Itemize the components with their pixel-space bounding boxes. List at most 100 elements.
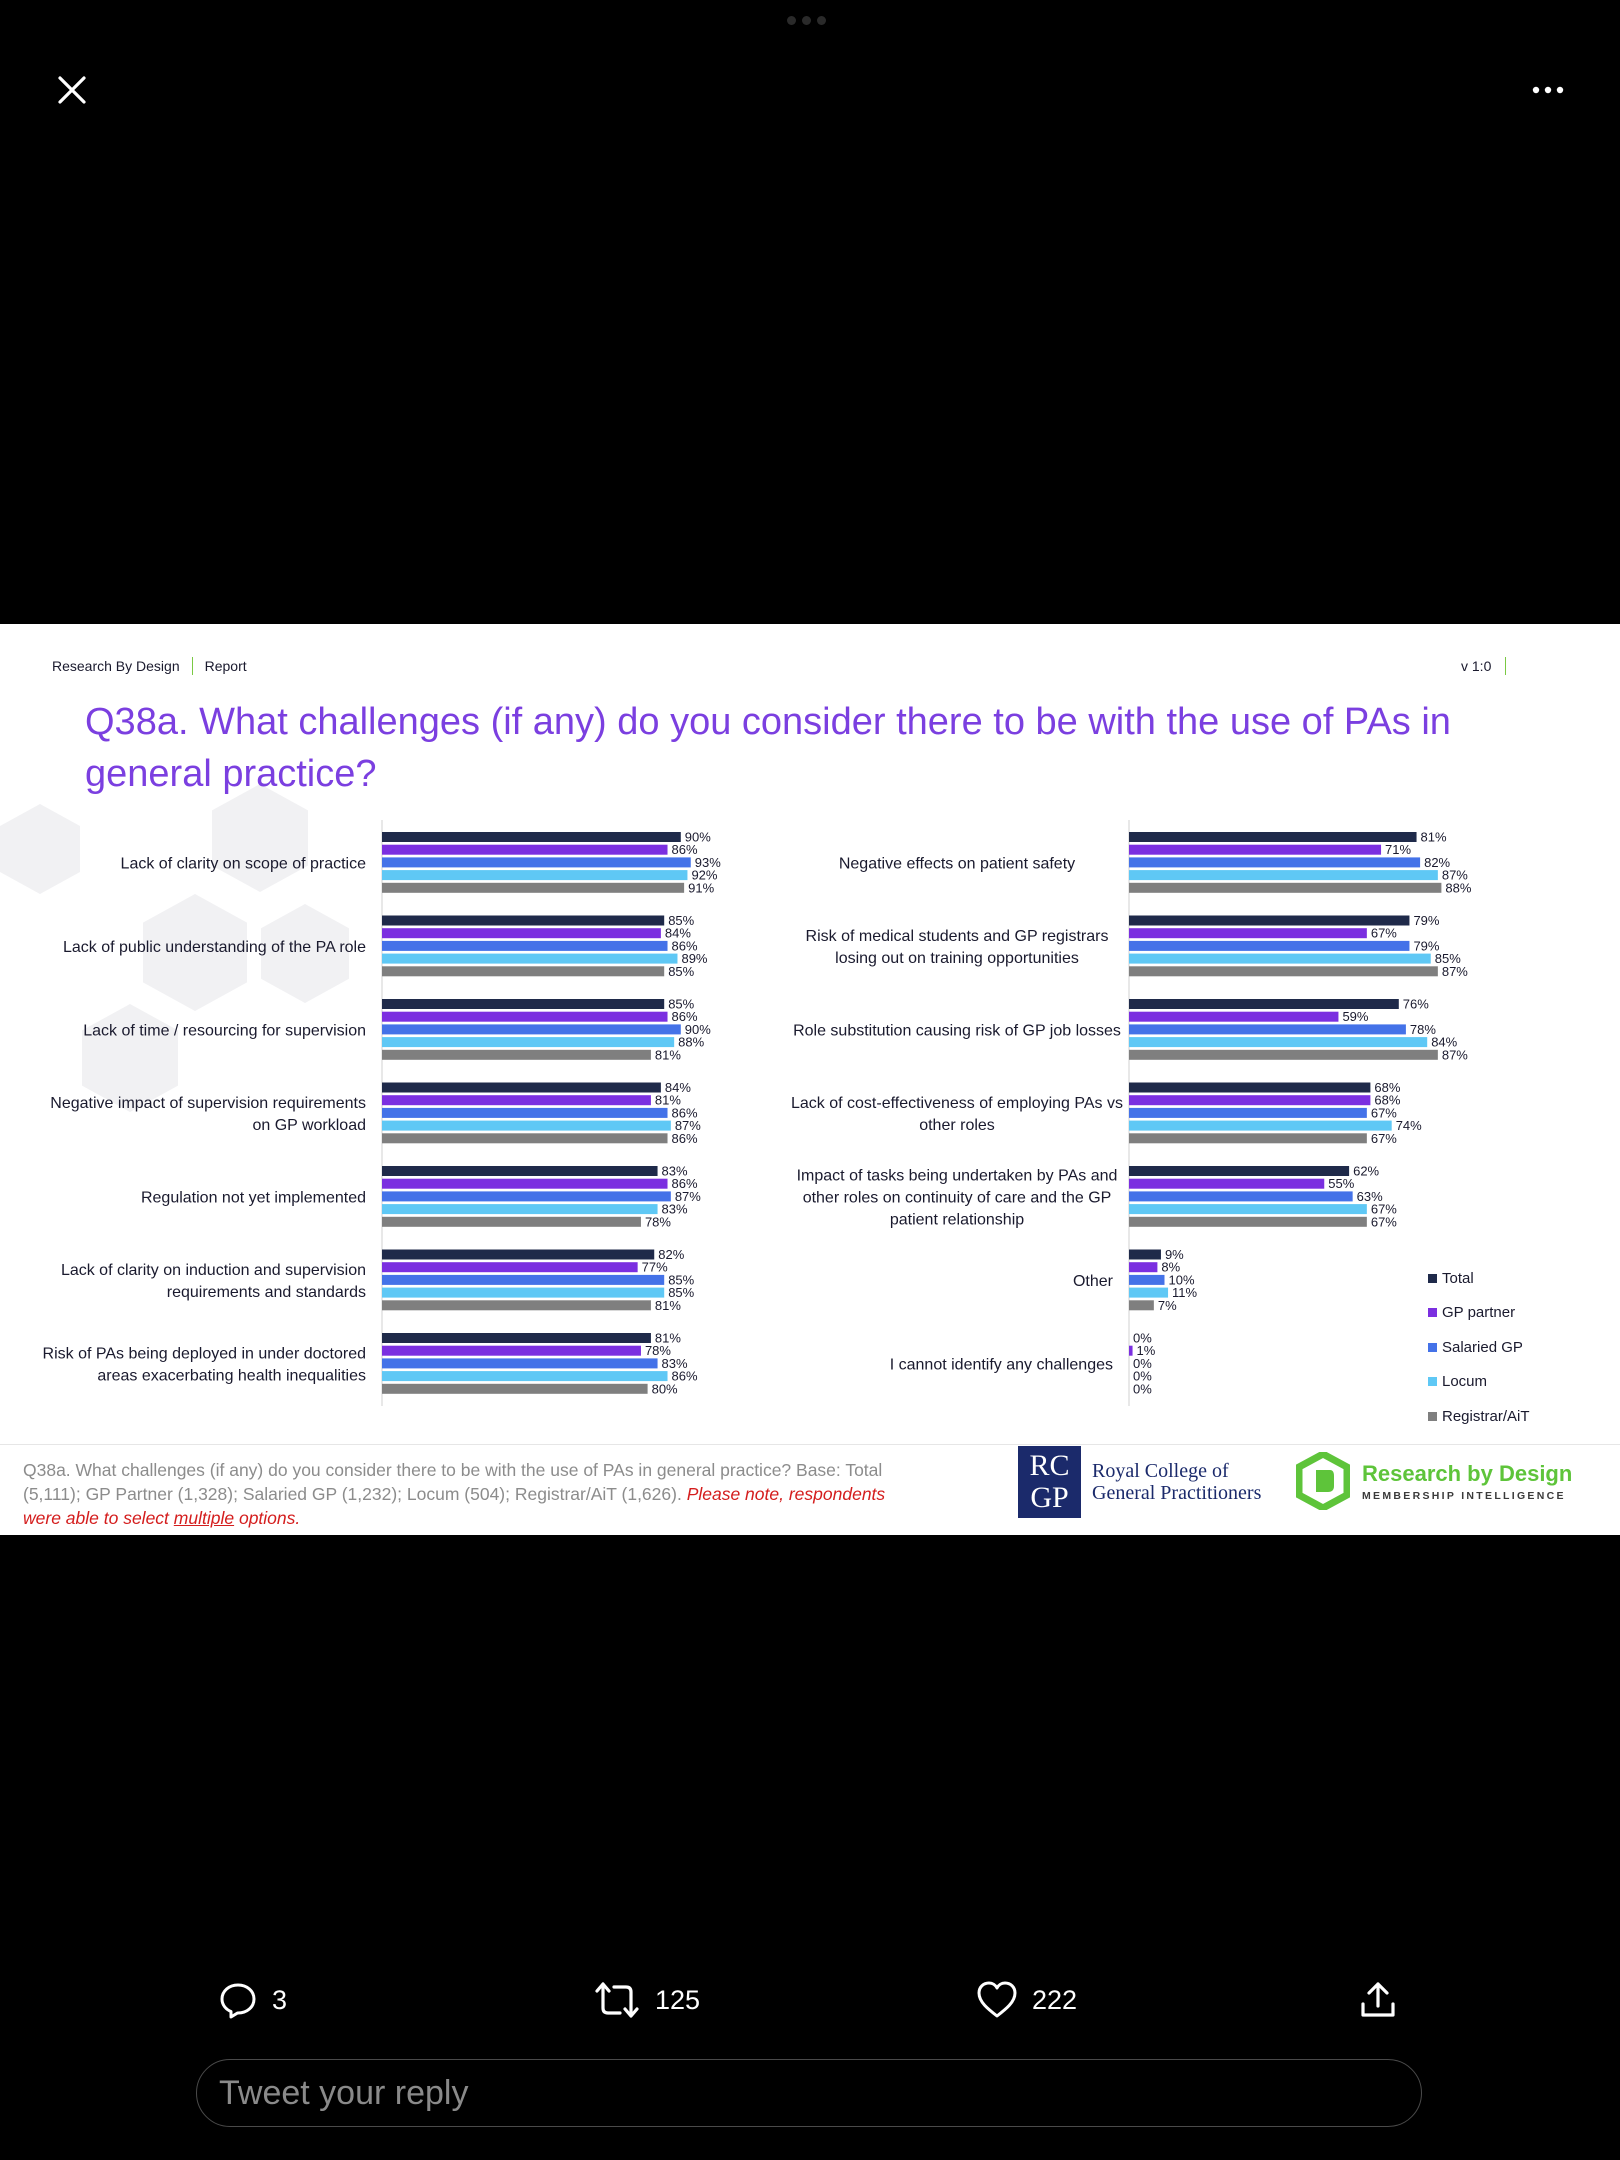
bar-p1-c7-s4 — [382, 1371, 668, 1382]
category-label-p1-c4: on GP workload — [252, 1117, 366, 1134]
legend-swatch-locum — [1428, 1377, 1437, 1387]
rcgp-text-line-1: Royal College of — [1092, 1460, 1229, 1482]
category-label-p1-c7: areas exacerbating health inequalities — [97, 1367, 366, 1384]
data-label-p1-c4-s3: 86% — [672, 1105, 698, 1120]
bar-p1-c5-s5 — [382, 1216, 641, 1227]
bar-p2-c6-s2 — [1129, 1262, 1158, 1273]
rcgp-text-line-2: General Practitioners — [1092, 1482, 1262, 1504]
rcgp-letters-bottom: GP — [1030, 1481, 1069, 1514]
data-label-p1-c2-s1: 85% — [668, 913, 694, 928]
bar-p1-c2-s4 — [382, 953, 678, 964]
data-label-p2-c3-s2: 59% — [1342, 1009, 1368, 1024]
data-label-p1-c7-s3: 83% — [662, 1356, 688, 1371]
bar-p2-c5-s4 — [1129, 1204, 1367, 1215]
data-label-p1-c1-s1: 90% — [685, 830, 711, 845]
legend-item-gp-partner: GP partner — [1428, 1296, 1530, 1331]
rcgp-logo-text: Royal College of General Practitioners — [1092, 1460, 1261, 1504]
data-label-p1-c3-s5: 81% — [655, 1047, 681, 1062]
bar-p2-c1-s1 — [1129, 832, 1417, 842]
data-label-p2-c6-s5: 7% — [1158, 1298, 1177, 1313]
bar-p2-c4-s4 — [1129, 1120, 1392, 1131]
data-label-p2-c5-s1: 62% — [1353, 1164, 1379, 1179]
category-label-p1-c6: requirements and standards — [167, 1284, 366, 1301]
data-label-p2-c6-s2: 8% — [1161, 1260, 1180, 1275]
like-count: 222 — [1032, 1984, 1078, 2015]
data-label-p2-c1-s1: 81% — [1421, 830, 1447, 845]
legend-swatch-salaried-gp — [1428, 1342, 1437, 1352]
bar-p2-c2-s3 — [1129, 940, 1410, 951]
bar-p1-c6-s4 — [382, 1287, 665, 1298]
legend-swatch-gp-partner — [1428, 1308, 1437, 1318]
category-label-p2-c4: other roles — [919, 1117, 995, 1134]
bar-p2-c5-s2 — [1129, 1178, 1325, 1189]
legend-item-total: Total — [1428, 1261, 1530, 1296]
retweet-button[interactable]: 125 — [593, 1970, 700, 2030]
bar-p1-c4-s4 — [382, 1120, 671, 1131]
bar-p1-c1-s2 — [382, 844, 668, 855]
bar-p1-c3-s4 — [382, 1037, 675, 1048]
more-options-button[interactable] — [1526, 68, 1570, 112]
drag-handle[interactable] — [787, 16, 833, 28]
reply-icon — [220, 1983, 256, 2019]
data-label-p1-c4-s4: 87% — [675, 1118, 701, 1133]
data-label-p1-c2-s3: 86% — [672, 938, 698, 953]
data-label-p1-c6-s3: 85% — [668, 1272, 694, 1287]
rbd-name: Research by Design — [1362, 1460, 1573, 1486]
data-label-p2-c1-s5: 88% — [1445, 880, 1471, 895]
like-button[interactable]: 222 — [976, 1970, 1077, 2030]
reply-button[interactable]: 3 — [218, 1970, 287, 2030]
rcgp-logo: RC GP Royal College of General Practitio… — [1018, 1446, 1261, 1518]
data-label-p1-c5-s5: 78% — [645, 1214, 671, 1229]
category-label-p2-c3: Role substitution causing risk of GP job… — [793, 1022, 1121, 1039]
rcgp-logo-mark: RC GP — [1018, 1446, 1081, 1518]
bar-p1-c1-s4 — [382, 870, 688, 881]
version-label: v 1:0 — [1461, 657, 1507, 675]
data-label-p2-c4-s1: 68% — [1374, 1080, 1400, 1095]
data-label-p1-c2-s2: 84% — [665, 926, 691, 941]
reply-count: 3 — [272, 1984, 288, 2015]
data-label-p1-c2-s4: 89% — [681, 951, 707, 966]
footnote-warning: Please note, respondents were able to se… — [23, 1484, 885, 1528]
bar-p2-c1-s3 — [1129, 857, 1421, 868]
data-label-p1-c1-s4: 92% — [691, 868, 717, 883]
data-label-p2-c7-s5: 0% — [1133, 1381, 1152, 1396]
bar-p2-c6-s4 — [1129, 1287, 1169, 1298]
footnote-base: Q38a. What challenges (if any) do you co… — [23, 1460, 883, 1504]
data-label-p1-c6-s5: 81% — [655, 1298, 681, 1313]
question-title: Q38a. What challenges (if any) do you co… — [85, 696, 1535, 800]
bar-p1-c6-s5 — [382, 1300, 651, 1311]
reply-input[interactable]: Tweet your reply — [196, 2059, 1422, 2127]
bar-p1-c6-s2 — [382, 1262, 638, 1273]
data-label-p2-c5-s5: 67% — [1371, 1214, 1397, 1229]
heart-icon — [977, 1981, 1017, 2018]
legend-swatch-registrar — [1428, 1411, 1437, 1421]
bar-p2-c5-s3 — [1129, 1191, 1353, 1202]
data-label-p2-c1-s2: 71% — [1385, 842, 1411, 857]
category-label-p2-c5: patient relationship — [890, 1211, 1024, 1228]
bar-p2-c7-s2 — [1129, 1345, 1133, 1356]
question-title-line-1: Q38a. What challenges (if any) do you co… — [85, 701, 1451, 743]
data-label-p1-c3-s4: 88% — [678, 1035, 704, 1050]
bar-p1-c3-s1 — [382, 999, 665, 1009]
legend-item-salaried-gp: Salaried GP — [1428, 1330, 1530, 1365]
share-button[interactable] — [1358, 1970, 1398, 2030]
bar-p1-c5-s2 — [382, 1178, 668, 1189]
bar-p2-c6-s1 — [1129, 1249, 1161, 1260]
media-image[interactable]: Research By Design Report v 1:0 Q38a. Wh… — [0, 624, 1620, 1535]
data-label-p1-c6-s2: 77% — [642, 1260, 668, 1275]
category-label-p1-c3: Lack of time / resourcing for supervisio… — [83, 1022, 366, 1039]
bar-p1-c7-s3 — [382, 1358, 658, 1369]
bar-p2-c1-s4 — [1129, 870, 1438, 881]
bar-p1-c5-s1 — [382, 1166, 658, 1176]
data-label-p2-c1-s3: 82% — [1424, 855, 1450, 870]
data-label-p2-c3-s5: 87% — [1442, 1047, 1468, 1062]
report-header: Research By Design Report — [52, 657, 247, 675]
data-label-p1-c7-s4: 86% — [672, 1369, 698, 1384]
data-label-p2-c7-s1: 0% — [1133, 1331, 1152, 1346]
data-label-p1-c2-s5: 85% — [668, 964, 694, 979]
bar-p1-c1-s1 — [382, 832, 681, 842]
bar-p1-c6-s1 — [382, 1249, 655, 1260]
close-button[interactable] — [50, 68, 94, 112]
data-label-p1-c5-s3: 87% — [675, 1189, 701, 1204]
data-label-p1-c7-s2: 78% — [645, 1343, 671, 1358]
